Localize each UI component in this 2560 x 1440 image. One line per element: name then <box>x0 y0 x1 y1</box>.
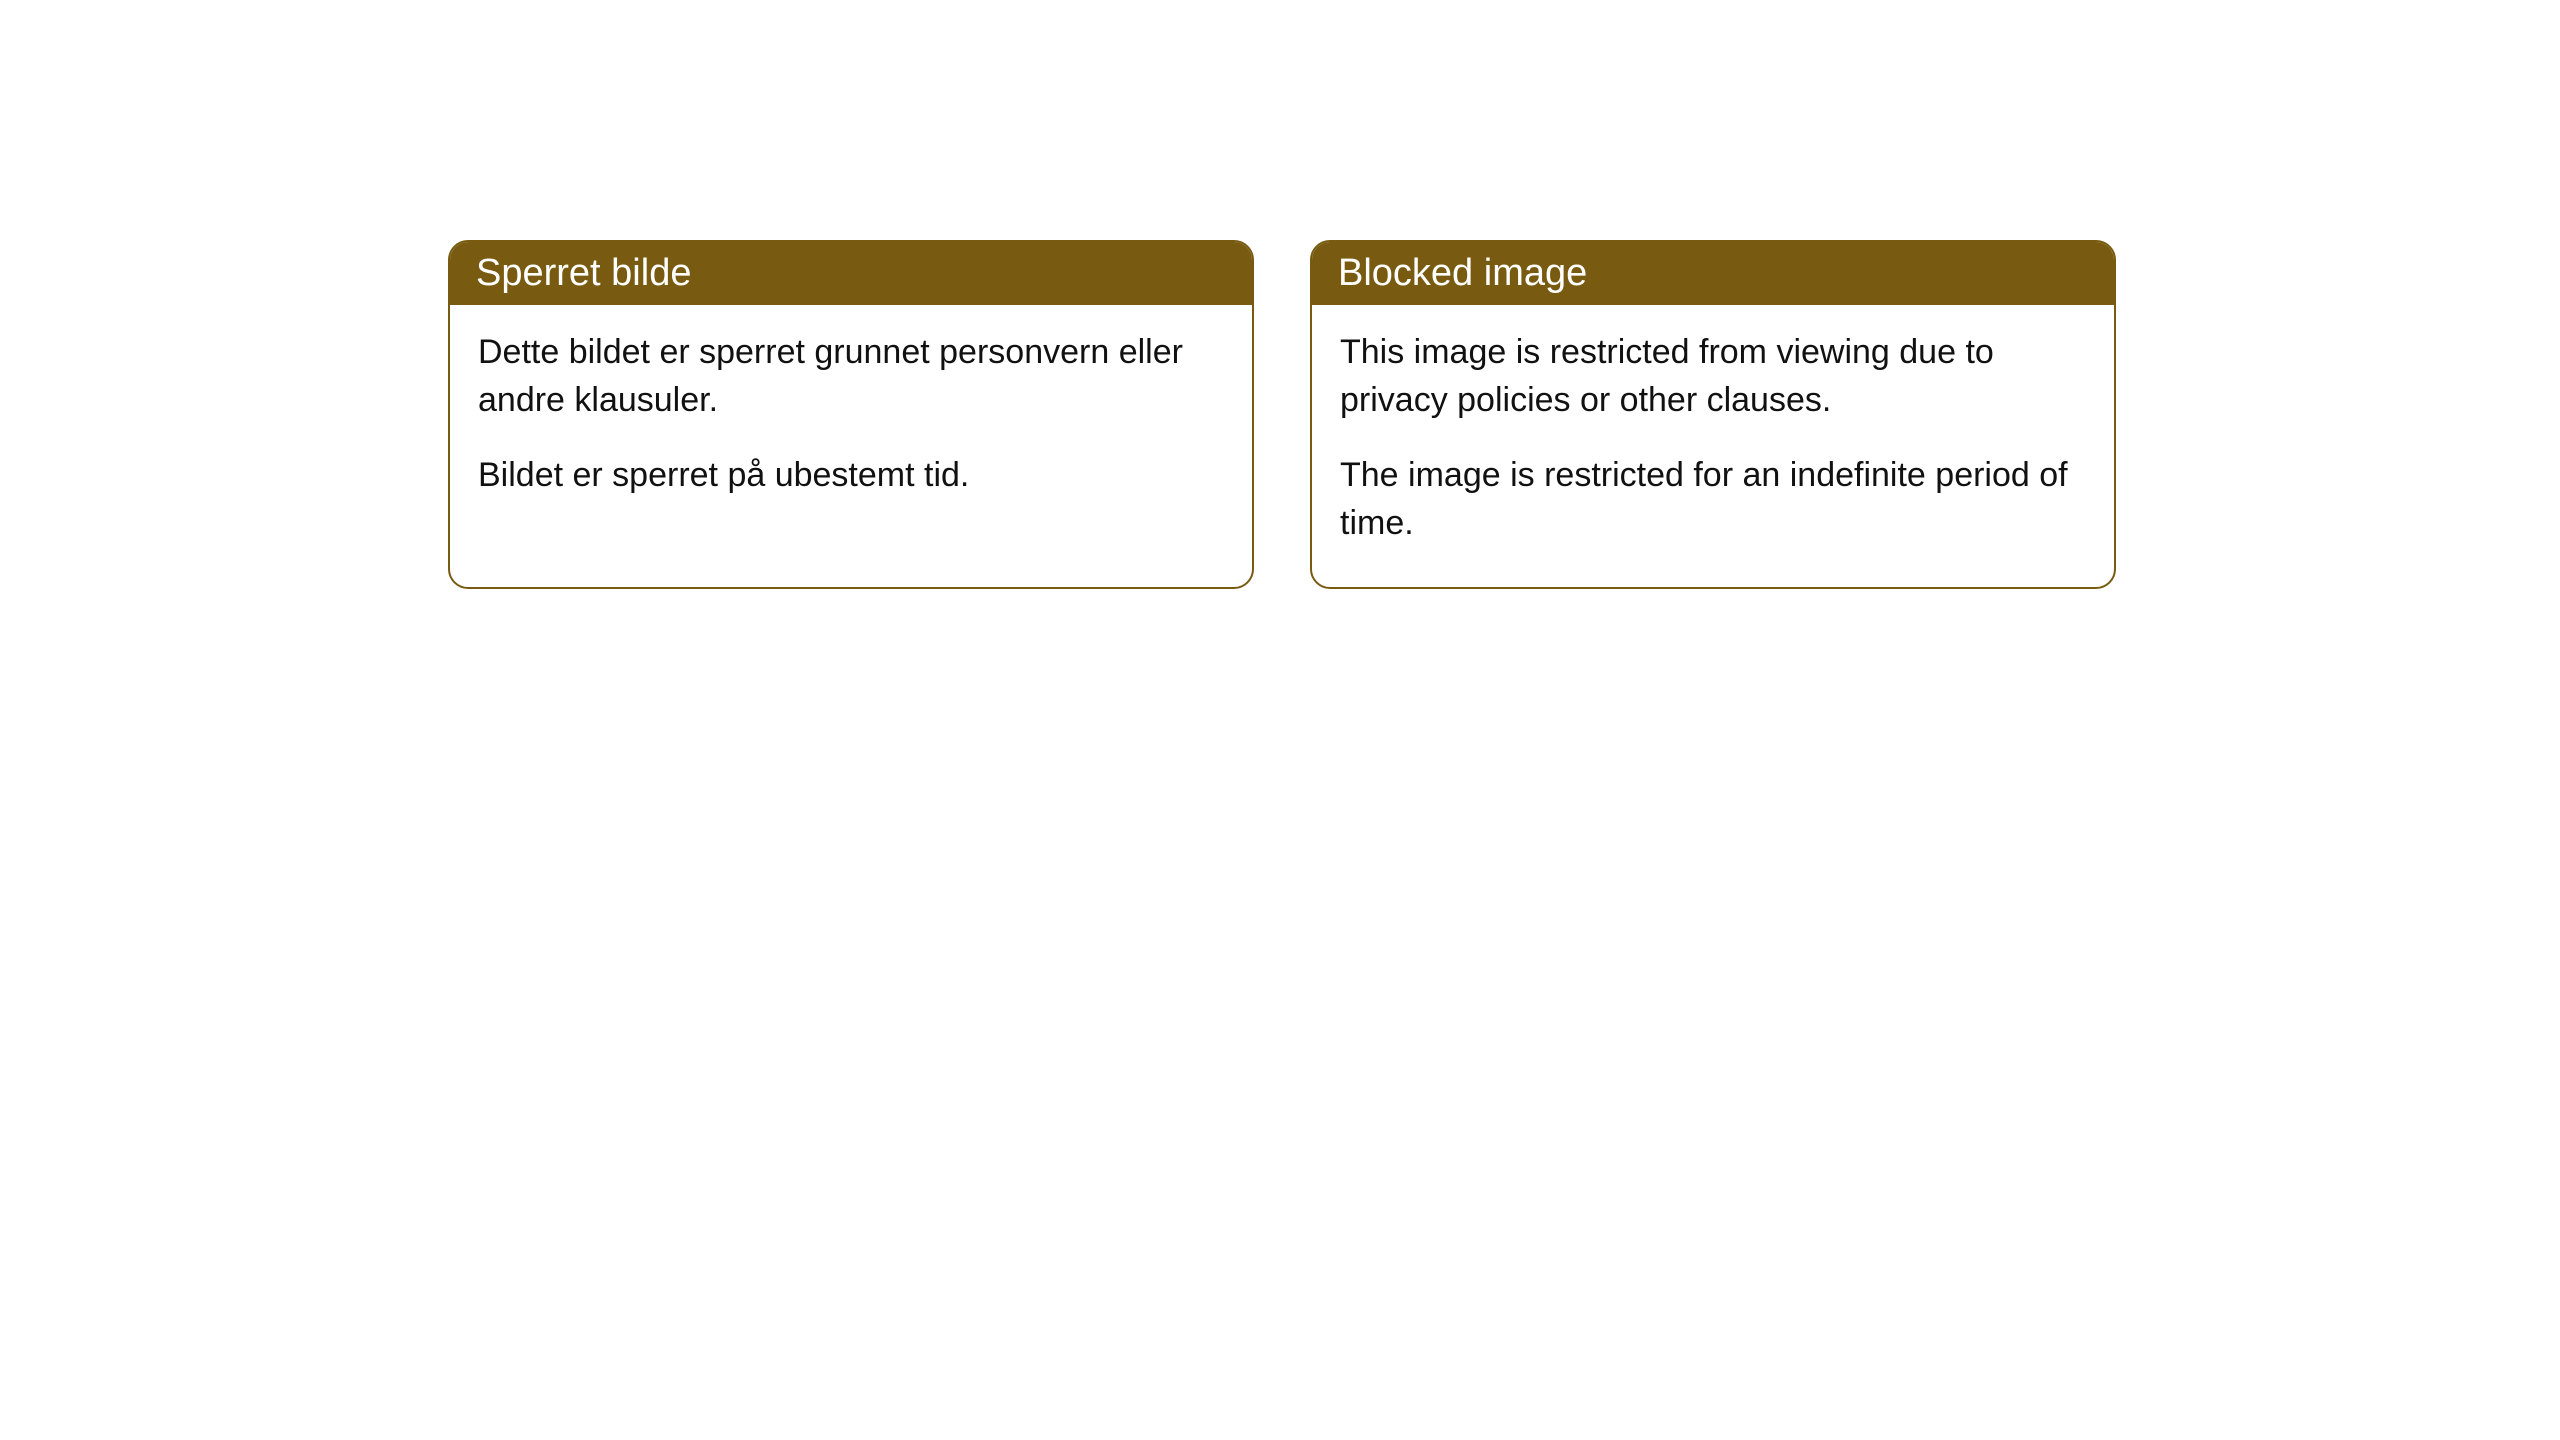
notice-paragraph: Bildet er sperret på ubestemt tid. <box>478 452 1224 500</box>
notice-paragraph: This image is restricted from viewing du… <box>1340 329 2086 424</box>
card-body-english: This image is restricted from viewing du… <box>1312 305 2114 587</box>
notice-card-norwegian: Sperret bilde Dette bildet er sperret gr… <box>448 240 1254 589</box>
card-body-norwegian: Dette bildet er sperret grunnet personve… <box>450 305 1252 540</box>
notice-paragraph: The image is restricted for an indefinit… <box>1340 452 2086 547</box>
notice-paragraph: Dette bildet er sperret grunnet personve… <box>478 329 1224 424</box>
notice-card-english: Blocked image This image is restricted f… <box>1310 240 2116 589</box>
notice-cards-container: Sperret bilde Dette bildet er sperret gr… <box>0 0 2560 589</box>
card-header-english: Blocked image <box>1312 242 2114 305</box>
card-header-norwegian: Sperret bilde <box>450 242 1252 305</box>
